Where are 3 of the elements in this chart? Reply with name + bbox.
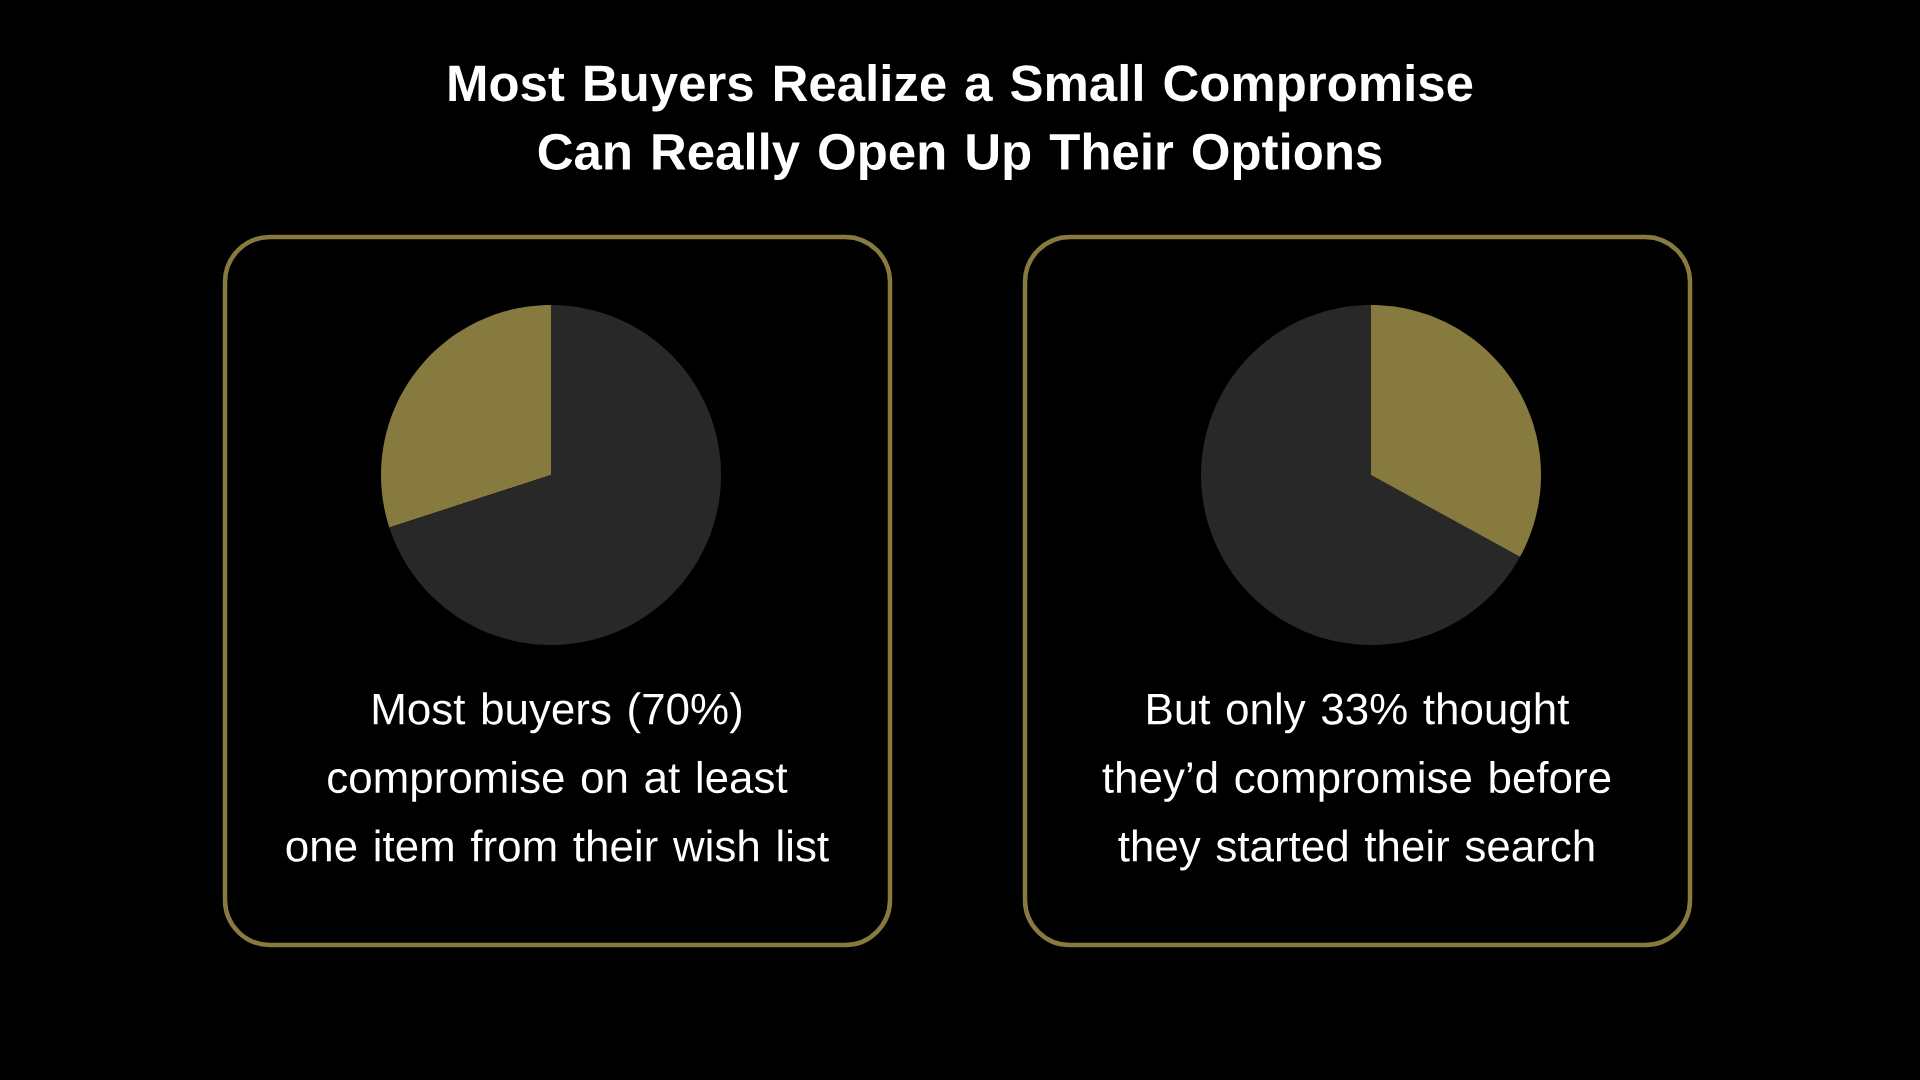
text: Most buyers (70%) compromise on at least one item from their wish list bbox=[286, 692, 829, 862]
text: Most Buyers Realize a Small Compromise Can Really Open Up Their Options bbox=[449, 63, 1473, 181]
text: But only 33% thought they’d compromise before they started their search bbox=[1102, 692, 1611, 871]
